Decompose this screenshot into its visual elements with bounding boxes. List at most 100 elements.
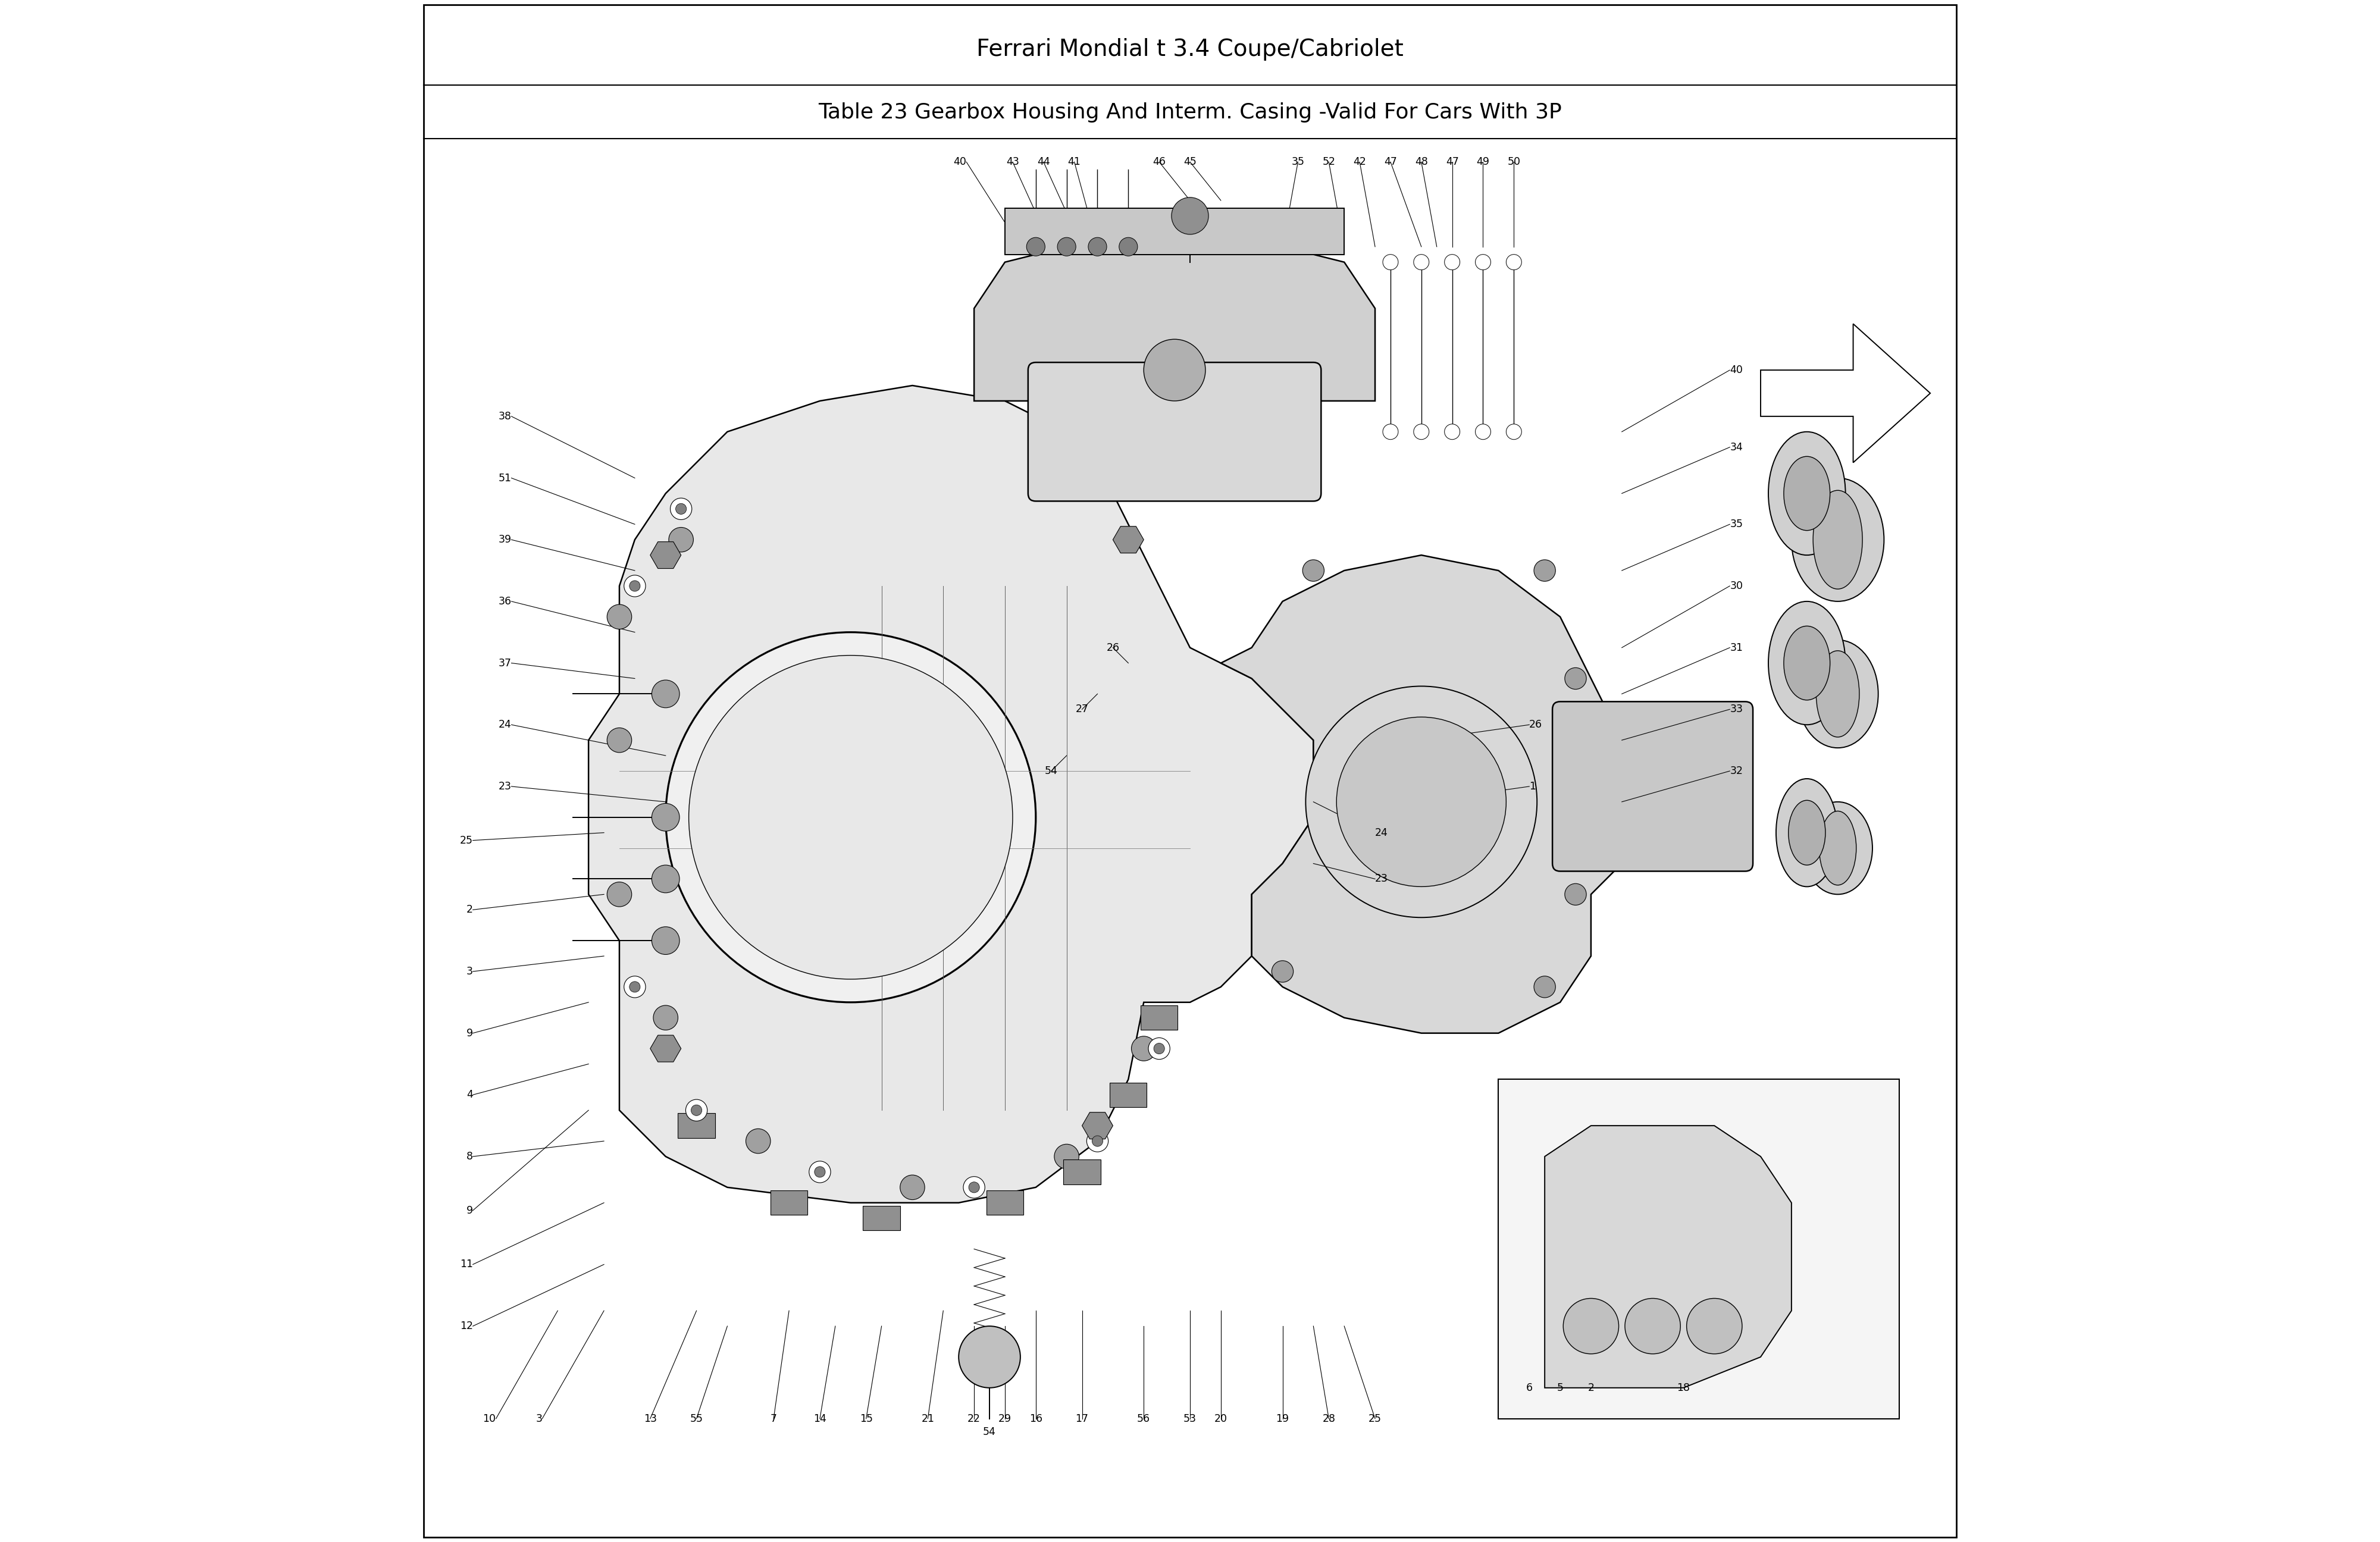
- Bar: [864, 1206, 900, 1231]
- Text: 2: 2: [1587, 1383, 1595, 1392]
- Circle shape: [652, 1005, 678, 1030]
- Text: 23: 23: [1376, 874, 1388, 884]
- Bar: [1140, 1005, 1178, 1030]
- Text: 12: 12: [459, 1321, 474, 1331]
- Bar: [1064, 1160, 1100, 1184]
- Text: 2: 2: [466, 905, 474, 914]
- Text: 8: 8: [466, 1152, 474, 1161]
- Text: 45: 45: [1183, 157, 1197, 167]
- Circle shape: [628, 581, 640, 591]
- Circle shape: [959, 1326, 1021, 1388]
- Text: Table 23 Gearbox Housing And Interm. Casing -Valid For Cars With 3P: Table 23 Gearbox Housing And Interm. Cas…: [819, 102, 1561, 123]
- Text: 41: 41: [1069, 157, 1081, 167]
- Text: 40: 40: [954, 157, 966, 167]
- Circle shape: [624, 976, 645, 998]
- Circle shape: [1687, 1298, 1742, 1354]
- Text: 37: 37: [497, 658, 512, 668]
- Circle shape: [1507, 424, 1521, 439]
- Circle shape: [1476, 424, 1490, 439]
- Polygon shape: [1114, 526, 1145, 554]
- Circle shape: [900, 1175, 926, 1200]
- Text: 40: 40: [1730, 365, 1742, 375]
- Text: 35: 35: [1730, 520, 1742, 529]
- Bar: [1499, 1079, 1899, 1419]
- Text: 39: 39: [497, 535, 512, 544]
- Text: Ferrari Mondial t 3.4 Coupe/Cabriolet: Ferrari Mondial t 3.4 Coupe/Cabriolet: [976, 39, 1404, 60]
- Circle shape: [1130, 1036, 1157, 1061]
- Polygon shape: [1761, 324, 1930, 463]
- Text: 11: 11: [459, 1260, 474, 1269]
- Text: 25: 25: [459, 836, 474, 845]
- Text: 56: 56: [1138, 1414, 1150, 1423]
- Circle shape: [1092, 1135, 1102, 1147]
- Text: 13: 13: [643, 1414, 657, 1423]
- Ellipse shape: [1804, 802, 1873, 894]
- Text: 25: 25: [1368, 1414, 1383, 1423]
- Circle shape: [1150, 1038, 1171, 1059]
- Ellipse shape: [1775, 779, 1837, 887]
- Ellipse shape: [1814, 490, 1864, 589]
- Circle shape: [652, 865, 681, 893]
- Polygon shape: [1083, 1112, 1114, 1140]
- Circle shape: [1476, 254, 1490, 270]
- Circle shape: [1154, 1042, 1164, 1055]
- Text: 51: 51: [497, 473, 512, 483]
- Bar: [985, 1190, 1023, 1215]
- Circle shape: [607, 728, 631, 752]
- Text: 18: 18: [1678, 1383, 1690, 1392]
- Text: 38: 38: [497, 412, 512, 421]
- Text: 9: 9: [466, 1206, 474, 1215]
- Text: 54: 54: [983, 1426, 995, 1437]
- Text: 19: 19: [1276, 1414, 1290, 1423]
- Text: 47: 47: [1385, 157, 1397, 167]
- Circle shape: [1564, 884, 1587, 905]
- Ellipse shape: [1768, 432, 1844, 555]
- Circle shape: [624, 575, 645, 597]
- Circle shape: [1383, 254, 1397, 270]
- Text: 46: 46: [1152, 157, 1166, 167]
- Bar: [1004, 208, 1345, 254]
- Circle shape: [666, 632, 1035, 1002]
- Polygon shape: [650, 1035, 681, 1062]
- Text: 21: 21: [921, 1414, 935, 1423]
- Circle shape: [1535, 560, 1557, 581]
- Text: 31: 31: [1730, 643, 1742, 652]
- Circle shape: [607, 604, 631, 629]
- Circle shape: [676, 503, 685, 513]
- Circle shape: [1088, 1130, 1109, 1152]
- Text: 3: 3: [536, 1414, 543, 1423]
- Circle shape: [685, 1099, 707, 1121]
- Text: 53: 53: [1183, 1414, 1197, 1423]
- Circle shape: [1057, 237, 1076, 256]
- Text: 43: 43: [1007, 157, 1019, 167]
- Text: 5: 5: [1557, 1383, 1564, 1392]
- Circle shape: [690, 1104, 702, 1116]
- Circle shape: [652, 680, 681, 708]
- Circle shape: [964, 1177, 985, 1198]
- Polygon shape: [973, 247, 1376, 401]
- Text: 33: 33: [1730, 705, 1742, 714]
- Circle shape: [669, 527, 693, 552]
- Text: 23: 23: [497, 782, 512, 791]
- Text: 10: 10: [483, 1414, 495, 1423]
- Circle shape: [1088, 237, 1107, 256]
- Text: 30: 30: [1730, 581, 1742, 591]
- Polygon shape: [1221, 555, 1621, 1033]
- Text: 34: 34: [1730, 443, 1742, 452]
- Polygon shape: [588, 386, 1314, 1203]
- Circle shape: [1414, 254, 1428, 270]
- Text: 15: 15: [859, 1414, 873, 1423]
- Ellipse shape: [1787, 800, 1825, 865]
- Text: 29: 29: [997, 1414, 1012, 1423]
- Text: 4: 4: [466, 1090, 474, 1099]
- Text: 36: 36: [497, 597, 512, 606]
- Circle shape: [607, 882, 631, 907]
- Text: 1: 1: [1530, 782, 1535, 791]
- Text: 3: 3: [466, 967, 474, 976]
- Circle shape: [1414, 424, 1428, 439]
- Circle shape: [1383, 424, 1397, 439]
- Text: 55: 55: [690, 1414, 702, 1423]
- Circle shape: [628, 981, 640, 993]
- Circle shape: [809, 1161, 831, 1183]
- Text: 26: 26: [1530, 720, 1542, 729]
